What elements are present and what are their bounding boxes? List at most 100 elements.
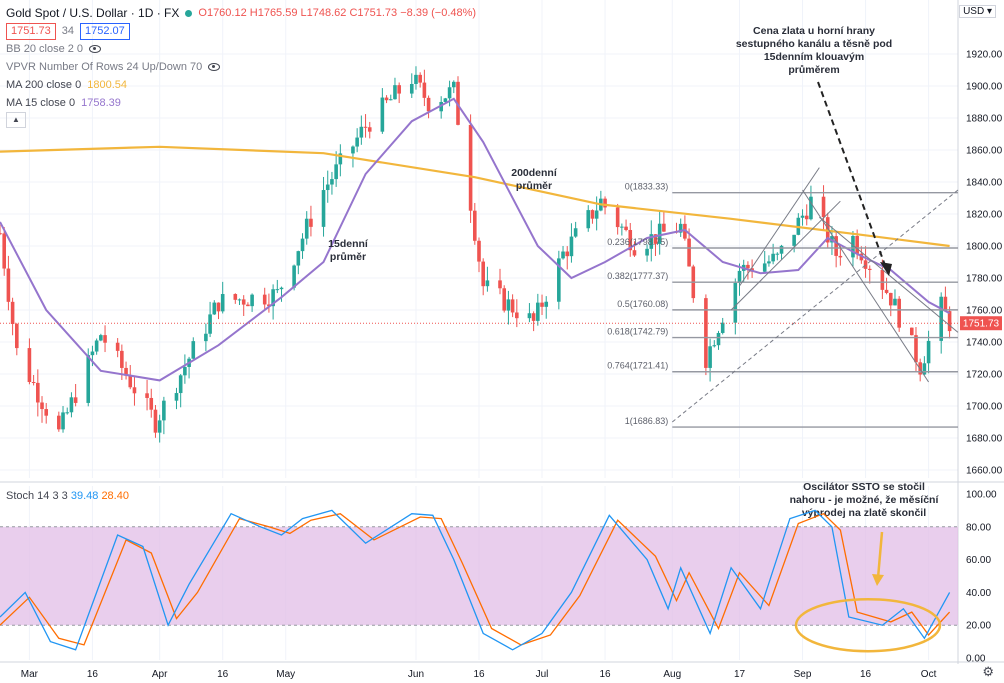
candle-body (103, 335, 107, 343)
candle-body (884, 289, 889, 293)
candle-body (762, 263, 767, 272)
candle-body (720, 322, 725, 333)
candle-body (267, 304, 271, 307)
candle-body (712, 345, 717, 347)
symbol-title[interactable]: Gold Spot / U.S. Dollar · 1D · FX (6, 6, 180, 20)
candle-body (888, 292, 893, 306)
candle-body (388, 99, 393, 101)
time-tick-label: 16 (860, 669, 872, 680)
candle-body (216, 302, 221, 312)
candle-body (132, 387, 137, 394)
candle-body (359, 126, 364, 138)
candle-body (191, 341, 196, 359)
fibonacci-levels: 0(1833.33) 0.236(1798.75) 0.382(1777.37) 0.… (607, 182, 958, 428)
candle-body (573, 228, 578, 237)
stoch-tick-label: 100.00 (966, 490, 997, 501)
candle-body (414, 74, 418, 84)
eye-hidden-icon[interactable] (89, 45, 102, 53)
candle-body (628, 229, 633, 251)
time-tick-label: Mar (21, 669, 39, 680)
candle-body (233, 294, 238, 300)
eye-hidden-icon[interactable] (208, 63, 221, 71)
ma200-line (0, 145, 950, 248)
candle-body (557, 258, 561, 302)
candle-body (422, 82, 427, 98)
candle-body (300, 238, 305, 252)
candle-body (792, 234, 796, 246)
candle-body (914, 335, 918, 363)
candle-body (279, 287, 284, 290)
indicator-vpvr[interactable]: VPVR Number Of Rows 24 Up/Down 70 (6, 58, 476, 76)
candle-body (237, 299, 242, 301)
candle-body (649, 234, 654, 249)
candle-body (250, 294, 254, 307)
trend-channels (671, 167, 959, 423)
chart-legend: Gold Spot / U.S. Dollar · 1D · FX O1760.… (6, 4, 476, 128)
arrow-head-icon (872, 574, 884, 586)
price-tick-label: 1760.00 (966, 306, 1003, 317)
candle-body (834, 236, 838, 256)
candle-body (653, 234, 658, 244)
candle-body (893, 298, 897, 306)
price-tick-label: 1860.00 (966, 146, 1003, 157)
candle-body (309, 218, 313, 227)
indicator-ma200-label: MA 200 close 0 (6, 79, 82, 91)
price-tick-label: 1820.00 (966, 210, 1003, 221)
candle-body (220, 294, 225, 312)
time-tick-label: Sep (794, 669, 812, 680)
candle-body (246, 304, 250, 307)
currency-selector[interactable]: USD ▾ (959, 5, 996, 18)
candle-body (384, 97, 389, 101)
candle-body (678, 223, 683, 233)
fib-level-label: 0.764(1721.41) (607, 361, 668, 371)
sell-price-button[interactable]: 1751.73 (6, 22, 56, 40)
candle-body (380, 97, 385, 132)
stoch-k-line (0, 509, 951, 651)
stoch-highlight-ellipse (794, 597, 942, 653)
stoch-tick-label: 60.00 (966, 555, 991, 566)
candle-body (779, 245, 784, 254)
price-tick-label: 1900.00 (966, 82, 1003, 93)
stoch-d-line (0, 512, 951, 646)
time-tick-label: May (276, 669, 295, 680)
candle-body (909, 327, 914, 336)
indicator-ma15[interactable]: MA 15 close 0 1758.39 (6, 94, 476, 112)
trend-line (671, 189, 959, 423)
candle-body (569, 236, 574, 257)
candle-body (241, 299, 246, 305)
indicator-ma200[interactable]: MA 200 close 0 1800.54 (6, 76, 476, 94)
stoch-band (0, 526, 958, 626)
candle-body (662, 223, 666, 232)
candle-body (124, 367, 128, 376)
candle-body (90, 351, 95, 356)
candle-body (292, 265, 296, 288)
candle-body (418, 74, 422, 83)
candle-body (367, 127, 372, 132)
candle-body (115, 342, 120, 351)
candle-body (767, 261, 771, 264)
buy-price-button[interactable]: 1752.07 (80, 22, 130, 40)
candle-body (31, 382, 36, 384)
candle-body (897, 298, 901, 328)
indicator-ma15-label: MA 15 close 0 (6, 97, 76, 109)
candle-body (275, 289, 280, 291)
ohlc-values: O1760.12 H1765.59 L1748.62 C1751.73 −8.3… (198, 7, 477, 19)
candle-body (603, 198, 607, 208)
price-tick-label: 1680.00 (966, 434, 1003, 445)
gear-icon[interactable]: ⚙ (982, 664, 994, 679)
time-tick-label: Jun (408, 669, 424, 680)
candle-body (355, 137, 359, 147)
indicator-vpvr-label: VPVR Number Of Rows 24 Up/Down 70 (6, 61, 203, 73)
chevron-up-icon[interactable]: ▲ (6, 112, 26, 128)
candle-body (863, 260, 868, 269)
candle-body (565, 251, 570, 257)
indicator-bb[interactable]: BB 20 close 2 0 (6, 40, 476, 58)
candle-body (561, 251, 565, 259)
candle-body (515, 312, 519, 319)
candle-body (296, 251, 301, 266)
candle-body (771, 253, 775, 262)
stoch-tick-label: 0.00 (966, 654, 986, 665)
stoch-pane: 0.00 20.00 40.00 60.00 80.00 100.00 (0, 490, 997, 665)
spread-value: 34 (61, 25, 75, 37)
